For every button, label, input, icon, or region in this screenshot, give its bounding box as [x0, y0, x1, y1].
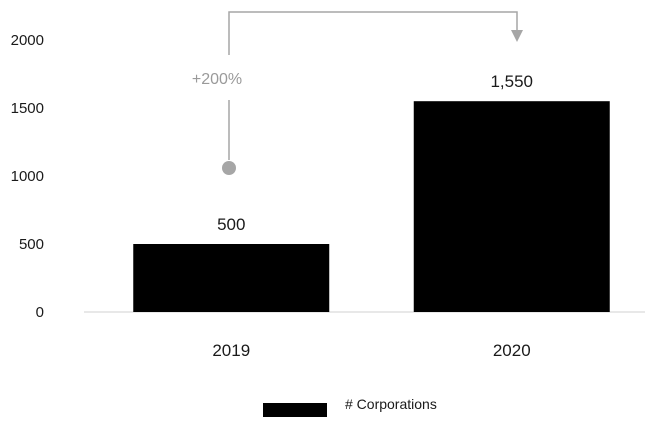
bar-series — [133, 101, 610, 312]
annotation-connector-top — [228, 11, 518, 55]
y-axis-ticks: 0 500 1000 1500 2000 — [11, 32, 44, 321]
category-label-2019: 2019 — [212, 341, 250, 360]
bar-2019 — [133, 244, 330, 312]
y-tick-label: 2000 — [11, 32, 44, 49]
category-label-2020: 2020 — [493, 341, 531, 360]
annotation-start-dot — [222, 161, 236, 175]
y-tick-label: 0 — [36, 304, 44, 321]
legend-swatch — [263, 403, 327, 417]
category-labels: 2019 2020 — [212, 341, 530, 360]
annotation-arrowhead — [511, 30, 523, 42]
data-label-2019: 500 — [217, 215, 245, 234]
bar-2020 — [413, 101, 610, 312]
y-tick-label: 500 — [19, 236, 44, 253]
y-tick-label: 1500 — [11, 100, 44, 117]
legend: # Corporations — [263, 396, 437, 417]
y-tick-label: 1000 — [11, 168, 44, 185]
data-label-2020: 1,550 — [490, 72, 533, 91]
growth-annotation: +200% — [192, 11, 523, 175]
legend-label: # Corporations — [345, 396, 437, 412]
data-labels: 500 1,550 — [217, 72, 533, 234]
annotation-label: +200% — [192, 71, 242, 88]
